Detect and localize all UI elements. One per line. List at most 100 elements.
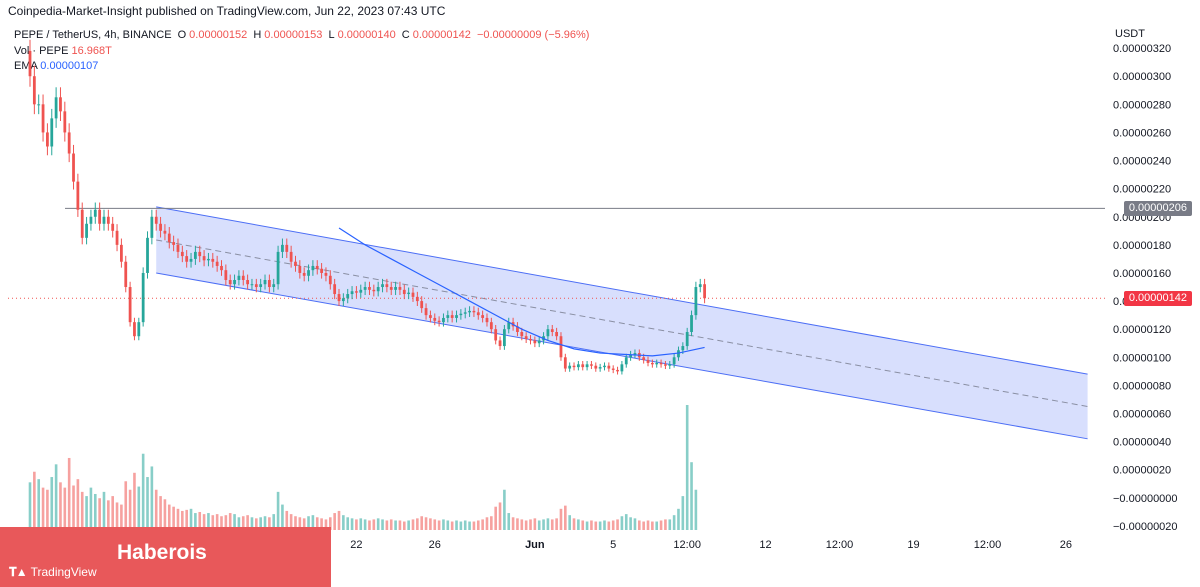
candle-body: [581, 364, 585, 368]
candle-body: [32, 76, 36, 105]
volume-bar: [472, 521, 476, 530]
open-label: O: [177, 29, 187, 41]
candle: [481, 310, 485, 323]
volume-bar: [355, 519, 358, 530]
candle: [163, 224, 167, 241]
candle: [546, 324, 550, 341]
x-tick-label: 12: [759, 539, 771, 551]
candle-body: [455, 315, 458, 318]
channel-lower-line: [156, 272, 1088, 440]
candle-body: [633, 353, 637, 355]
candle-body: [642, 357, 646, 361]
candle-body: [503, 329, 506, 347]
volume-bar: [429, 518, 432, 530]
volume-bar: [624, 514, 628, 530]
y-tick-label: 0.00000280: [1113, 99, 1171, 111]
candle-body: [468, 310, 471, 313]
volume-bar: [629, 517, 632, 530]
candle: [581, 360, 585, 371]
volume-legend[interactable]: Vol · PEPE 16.968T: [14, 45, 112, 57]
candle: [124, 255, 128, 293]
candle: [80, 202, 84, 245]
candle: [677, 346, 680, 361]
volume-bar: [285, 510, 289, 530]
volume-bar: [76, 479, 80, 530]
candle: [185, 250, 189, 268]
candle: [50, 108, 54, 156]
candle-body: [659, 362, 663, 365]
x-tick-label: 5: [610, 539, 616, 551]
volume-bar: [289, 514, 293, 530]
candle: [85, 216, 88, 245]
candle: [607, 362, 611, 372]
candle: [476, 307, 480, 320]
volume-bar: [67, 457, 71, 530]
candle: [611, 365, 615, 374]
volume-bar: [255, 518, 258, 530]
symbol-label[interactable]: PEPE / TetherUS, 4h, BINANCE: [14, 29, 172, 41]
volume-bar: [307, 516, 310, 530]
candle: [598, 363, 602, 372]
candle-body: [459, 313, 463, 316]
candle: [272, 278, 276, 293]
y-tick-label: 0.00000080: [1113, 380, 1171, 392]
candle-body: [698, 284, 702, 288]
candle-body: [67, 132, 71, 154]
candle: [41, 94, 45, 142]
ema-legend[interactable]: EMA 0.00000107: [14, 60, 98, 72]
candle-body: [498, 340, 502, 347]
volume-bar: [37, 479, 41, 530]
volume-value: 16.968T: [71, 45, 112, 57]
candle-body: [385, 284, 389, 288]
candle: [402, 284, 406, 300]
candle-body: [429, 315, 432, 318]
candle-body: [529, 339, 532, 341]
candle-body: [120, 244, 123, 262]
candle-body: [411, 292, 415, 297]
candle: [563, 353, 567, 372]
candle-body: [141, 272, 145, 323]
volume-bar: [537, 520, 541, 530]
candle-body: [276, 251, 280, 285]
candle-body: [250, 284, 254, 286]
high-label: H: [253, 29, 262, 41]
candle-body: [289, 251, 293, 262]
candle: [224, 264, 228, 286]
candle: [233, 274, 236, 290]
candle-body: [172, 242, 176, 245]
volume-bar: [672, 515, 676, 530]
volume-bar: [594, 521, 598, 530]
candle-body: [211, 258, 215, 262]
volume-bar: [416, 518, 419, 530]
candle: [315, 260, 319, 275]
candle-body: [259, 284, 263, 288]
candle: [468, 306, 471, 317]
volume-bar: [368, 520, 371, 530]
resistance-price-tag: 0.00000206: [1123, 201, 1192, 217]
candle-body: [420, 301, 424, 309]
candle-body: [246, 280, 250, 285]
candle-body: [93, 209, 97, 217]
candle: [89, 209, 93, 231]
tradingview-logo[interactable]: 𝐓▲ TradingView: [9, 565, 97, 580]
candle: [37, 94, 41, 115]
volume-bar: [176, 508, 180, 530]
volume-bar: [607, 521, 611, 530]
volume-bar: [198, 511, 202, 530]
candle-body: [50, 118, 54, 147]
candle: [446, 310, 450, 323]
candle-body: [398, 287, 402, 290]
candle-body: [128, 287, 132, 323]
candle-body: [137, 322, 141, 337]
candle: [394, 281, 397, 296]
x-tick-label: Jun: [525, 539, 545, 551]
brand-name: Haberois: [117, 541, 207, 564]
y-tick-label: 0.00000180: [1113, 240, 1171, 252]
volume-bar: [616, 519, 619, 530]
close-value: 0.00000142: [412, 29, 471, 41]
candle-body: [350, 291, 354, 295]
candle-body: [624, 357, 628, 365]
volume-bar: [337, 510, 341, 530]
candle: [437, 316, 441, 327]
